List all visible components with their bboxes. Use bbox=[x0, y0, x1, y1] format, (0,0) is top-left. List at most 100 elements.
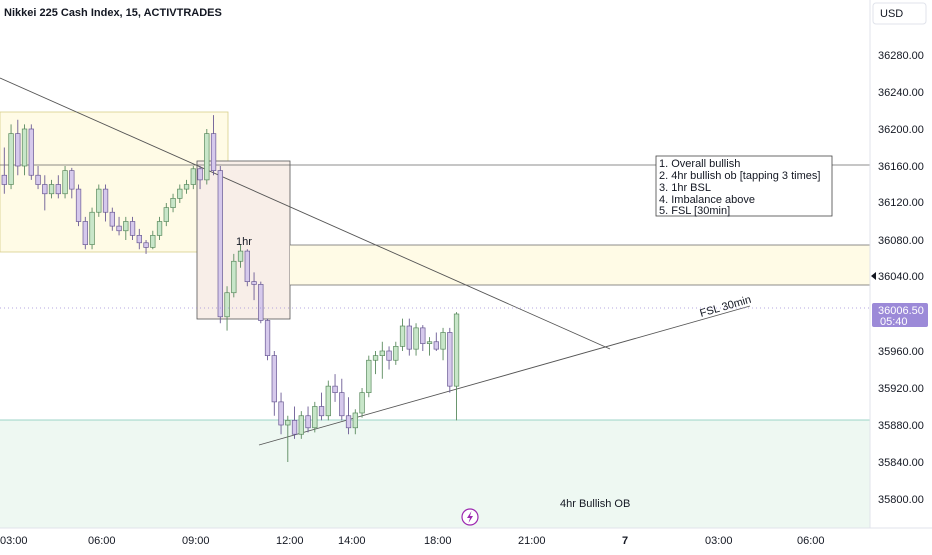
lightning-icon[interactable] bbox=[461, 508, 479, 526]
candle-bearish[interactable] bbox=[406, 325, 412, 350]
candle-bullish[interactable] bbox=[372, 355, 379, 361]
candle-bullish[interactable] bbox=[177, 188, 183, 199]
candle-bearish[interactable] bbox=[55, 184, 61, 195]
currency-button[interactable]: USD bbox=[872, 2, 927, 25]
candle-bullish[interactable] bbox=[298, 415, 304, 435]
candle-bullish[interactable] bbox=[440, 332, 446, 350]
currency-label: USD bbox=[880, 8, 903, 20]
ytick-label: 36200.00 bbox=[878, 124, 924, 136]
candle-bearish[interactable] bbox=[420, 327, 426, 344]
candle-bullish[interactable] bbox=[453, 313, 460, 387]
time-axis-panel[interactable] bbox=[0, 528, 932, 550]
candle-bullish[interactable] bbox=[163, 207, 169, 222]
candle-bearish[interactable] bbox=[447, 332, 453, 387]
candle-bullish[interactable] bbox=[48, 184, 55, 195]
candle-bearish[interactable] bbox=[217, 170, 223, 318]
candle-bearish[interactable] bbox=[278, 401, 284, 426]
imbalance-zone bbox=[290, 245, 870, 285]
candle-bearish[interactable] bbox=[271, 355, 277, 403]
candle-bearish[interactable] bbox=[251, 281, 257, 285]
xtick-label: 21:00 bbox=[518, 535, 546, 547]
candle-bearish[interactable] bbox=[1, 174, 7, 185]
candle-bullish[interactable] bbox=[231, 260, 237, 294]
candle-bearish[interactable] bbox=[433, 341, 439, 350]
note-1: 1. Overall bullish bbox=[659, 158, 740, 170]
candle-bullish[interactable] bbox=[237, 250, 244, 262]
candle-bearish[interactable] bbox=[143, 242, 149, 248]
candle-bearish[interactable] bbox=[136, 235, 142, 244]
candle-bullish[interactable] bbox=[426, 341, 433, 344]
candle-bullish[interactable] bbox=[8, 133, 14, 185]
xtick-label: 14:00 bbox=[338, 535, 366, 547]
candle-bearish[interactable] bbox=[82, 221, 88, 245]
candle-bearish[interactable] bbox=[258, 284, 264, 321]
candle-bearish[interactable] bbox=[75, 188, 82, 222]
candle-bullish[interactable] bbox=[399, 325, 406, 347]
candle-bearish[interactable] bbox=[42, 184, 48, 195]
4hr-bullish-ob-zone bbox=[0, 420, 870, 528]
xtick-label: 7 bbox=[622, 535, 628, 547]
candle-bearish[interactable] bbox=[339, 392, 345, 417]
candle-bearish[interactable] bbox=[305, 415, 311, 429]
candle-bullish[interactable] bbox=[156, 221, 163, 236]
candle-bearish[interactable] bbox=[386, 350, 392, 361]
candle-bearish[interactable] bbox=[35, 174, 41, 185]
marked-level-label: 36040.00 bbox=[878, 271, 924, 283]
candle-bullish[interactable] bbox=[379, 350, 385, 356]
candle-bearish[interactable] bbox=[28, 128, 34, 176]
chart-title: Nikkei 225 Cash Index, 15, ACTIVTRADES bbox=[4, 7, 222, 19]
ytick-label: 36280.00 bbox=[878, 50, 924, 62]
ascending-trendline bbox=[258, 305, 751, 446]
xtick-label: 03:00 bbox=[705, 535, 733, 547]
candle-bullish[interactable] bbox=[413, 327, 419, 350]
candle-bearish[interactable] bbox=[345, 415, 352, 429]
candle-bullish[interactable] bbox=[123, 221, 129, 232]
ytick-label: 35800.00 bbox=[878, 494, 924, 506]
candle-bullish[interactable] bbox=[359, 392, 365, 414]
candle-bearish[interactable] bbox=[69, 170, 75, 190]
candle-bullish[interactable] bbox=[285, 420, 291, 426]
price-axis-panel[interactable] bbox=[870, 0, 932, 528]
xtick-label: 03:00 bbox=[0, 535, 28, 547]
ytick-label: 36240.00 bbox=[878, 87, 924, 99]
candle-bullish[interactable] bbox=[183, 184, 190, 190]
candle-bullish[interactable] bbox=[21, 128, 28, 167]
candle-bullish[interactable] bbox=[150, 235, 156, 248]
candle-bullish[interactable] bbox=[62, 170, 68, 195]
xtick-label: 18:00 bbox=[424, 535, 452, 547]
notes-box: 1. Overall bullish 2. 4hr bullish ob [ta… bbox=[655, 155, 833, 217]
candle-bullish[interactable] bbox=[170, 198, 176, 208]
candle-bearish[interactable] bbox=[210, 133, 217, 171]
price-axis-ticks: 36280.00 36240.00 36200.00 36160.00 3612… bbox=[878, 50, 924, 506]
candle-bearish[interactable] bbox=[291, 420, 298, 435]
candle-bearish[interactable] bbox=[264, 320, 271, 356]
candle-bearish[interactable] bbox=[116, 225, 122, 232]
candle-bearish[interactable] bbox=[102, 188, 109, 213]
candle-bullish[interactable] bbox=[312, 406, 318, 429]
candle-bearish[interactable] bbox=[244, 250, 250, 282]
candle-bullish[interactable] bbox=[96, 188, 102, 213]
xtick-label: 12:00 bbox=[276, 535, 304, 547]
candle-bullish[interactable] bbox=[204, 133, 210, 181]
candle-bullish[interactable] bbox=[352, 412, 358, 429]
candle-bearish[interactable] bbox=[318, 406, 325, 417]
candle-bullish[interactable] bbox=[366, 359, 372, 393]
marked-level-marker: 36040.00 bbox=[871, 271, 924, 283]
label-fsl: FSL 30min bbox=[699, 294, 753, 320]
descending-trendline bbox=[0, 77, 611, 350]
current-price-countdown: 05:40 bbox=[880, 316, 908, 328]
candle-bearish[interactable] bbox=[332, 385, 338, 393]
candle-bullish[interactable] bbox=[190, 168, 196, 185]
candle-bullish[interactable] bbox=[89, 211, 95, 245]
candle-bullish[interactable] bbox=[393, 346, 399, 361]
candle-bearish[interactable] bbox=[109, 211, 115, 227]
candle-bearish[interactable] bbox=[197, 168, 203, 181]
candle-bullish[interactable] bbox=[325, 385, 331, 417]
candle-bearish[interactable] bbox=[15, 133, 21, 167]
candle-bearish[interactable] bbox=[129, 221, 136, 236]
candle-bullish[interactable] bbox=[224, 292, 230, 318]
current-price-badge[interactable]: 36006.50 05:40 bbox=[872, 303, 928, 328]
time-axis-ticks: 03:00 06:00 09:00 12:00 14:00 18:00 21:0… bbox=[0, 535, 825, 547]
